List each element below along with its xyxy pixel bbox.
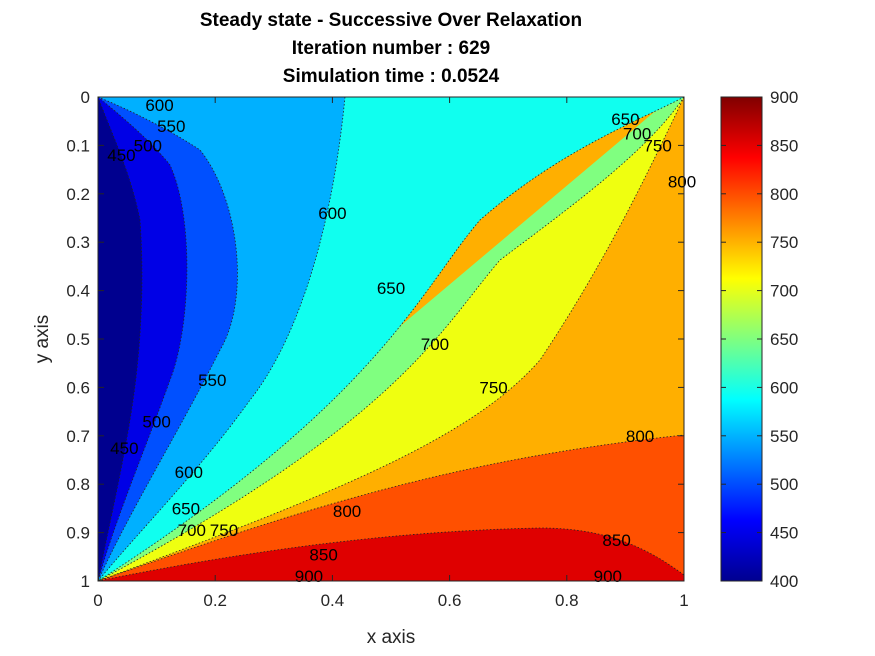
contour-label: 550 bbox=[198, 371, 226, 390]
contour-label: 750 bbox=[210, 521, 238, 540]
contour-line-650 bbox=[98, 97, 684, 581]
colorbar-tick-label: 750 bbox=[770, 233, 798, 252]
title-line-2: Iteration number : 629 bbox=[292, 38, 491, 59]
contour-labels: 6005505004506006507007508006507007505505… bbox=[107, 96, 696, 586]
contour-fill bbox=[98, 97, 684, 581]
colorbar-gradient bbox=[720, 96, 763, 582]
y-tick-label: 0 bbox=[81, 88, 90, 107]
contour-label: 450 bbox=[107, 146, 135, 165]
contour-label: 700 bbox=[178, 521, 206, 540]
contour-lines bbox=[98, 97, 684, 581]
colorbar-ticks: 400 450 500 550 600 650 700 750 800 850 900 bbox=[721, 88, 798, 591]
region-400-450 bbox=[98, 97, 142, 581]
contour-label: 750 bbox=[479, 378, 507, 397]
contour-label: 800 bbox=[626, 427, 654, 446]
colorbar-tick-label: 450 bbox=[770, 524, 798, 543]
contour-label: 600 bbox=[318, 204, 346, 223]
y-axis-label: y axis bbox=[32, 315, 53, 364]
contour-label: 800 bbox=[333, 502, 361, 521]
colorbar-tick-label: 650 bbox=[770, 330, 798, 349]
x-axis-ticks: 0 0.2 0.4 0.6 0.8 1 bbox=[93, 97, 689, 610]
contour-label: 850 bbox=[309, 545, 337, 564]
colorbar-tick-label: 900 bbox=[770, 88, 798, 107]
x-tick-label: 0 bbox=[93, 591, 102, 610]
contour-label: 800 bbox=[668, 173, 696, 192]
x-axis-label: x axis bbox=[367, 627, 416, 648]
colorbar-tick-label: 550 bbox=[770, 427, 798, 446]
x-tick-label: 0.6 bbox=[438, 591, 462, 610]
y-tick-label: 0.4 bbox=[66, 282, 90, 301]
contour-label: 900 bbox=[594, 567, 622, 586]
colorbar: 400 450 500 550 600 650 700 750 800 850 900 bbox=[720, 88, 798, 591]
y-tick-label: 0.7 bbox=[66, 427, 90, 446]
x-tick-label: 0.4 bbox=[321, 591, 345, 610]
y-tick-label: 0.3 bbox=[66, 233, 90, 252]
y-tick-label: 0.6 bbox=[66, 378, 90, 397]
contour-label: 650 bbox=[172, 499, 200, 518]
contour-label: 700 bbox=[421, 335, 449, 354]
region-600-650 bbox=[98, 97, 684, 581]
title-line-3: Simulation time : 0.0524 bbox=[283, 66, 500, 87]
colorbar-tick-label: 600 bbox=[770, 378, 798, 397]
y-tick-label: 0.1 bbox=[66, 136, 90, 155]
y-tick-label: 0.9 bbox=[66, 524, 90, 543]
contour-line-850 bbox=[98, 527, 684, 581]
contour-label: 900 bbox=[295, 567, 323, 586]
contour-line-700 bbox=[98, 97, 684, 581]
y-axis-ticks: 0 0.1 0.2 0.3 0.4 0.5 0.6 0.7 0.8 0.9 1 bbox=[66, 88, 684, 591]
chart-title: Steady state - Successive Over Relaxatio… bbox=[200, 10, 582, 87]
y-tick-label: 0.2 bbox=[66, 185, 90, 204]
x-tick-label: 1 bbox=[679, 591, 688, 610]
contour-label: 500 bbox=[142, 412, 170, 431]
contour-label: 650 bbox=[377, 279, 405, 298]
colorbar-tick-label: 400 bbox=[770, 572, 798, 591]
region-850-900 bbox=[98, 528, 684, 581]
x-tick-label: 0.8 bbox=[555, 591, 579, 610]
contour-line-800 bbox=[98, 434, 684, 581]
contour-line-600 bbox=[98, 97, 346, 581]
colorbar-tick-label: 850 bbox=[770, 136, 798, 155]
contour-label: 550 bbox=[157, 117, 185, 136]
contour-line-550 bbox=[98, 97, 238, 581]
y-tick-label: 1 bbox=[81, 572, 90, 591]
colorbar-tick-label: 800 bbox=[770, 185, 798, 204]
title-line-1: Steady state - Successive Over Relaxatio… bbox=[200, 10, 582, 31]
contour-label: 650 bbox=[611, 110, 639, 129]
contour-label: 700 bbox=[623, 124, 651, 143]
colorbar-tick-label: 700 bbox=[770, 282, 798, 301]
contour-label: 500 bbox=[134, 136, 162, 155]
contour-label: 600 bbox=[175, 463, 203, 482]
x-tick-label: 0.2 bbox=[203, 591, 227, 610]
contour-label: 600 bbox=[145, 96, 173, 115]
y-tick-label: 0.8 bbox=[66, 475, 90, 494]
contour-label: 750 bbox=[643, 136, 671, 155]
colorbar-tick-label: 500 bbox=[770, 475, 798, 494]
contour-label: 450 bbox=[110, 439, 138, 458]
y-tick-label: 0.5 bbox=[66, 330, 90, 349]
contour-line-450 bbox=[98, 97, 143, 581]
contour-label: 850 bbox=[602, 531, 630, 550]
